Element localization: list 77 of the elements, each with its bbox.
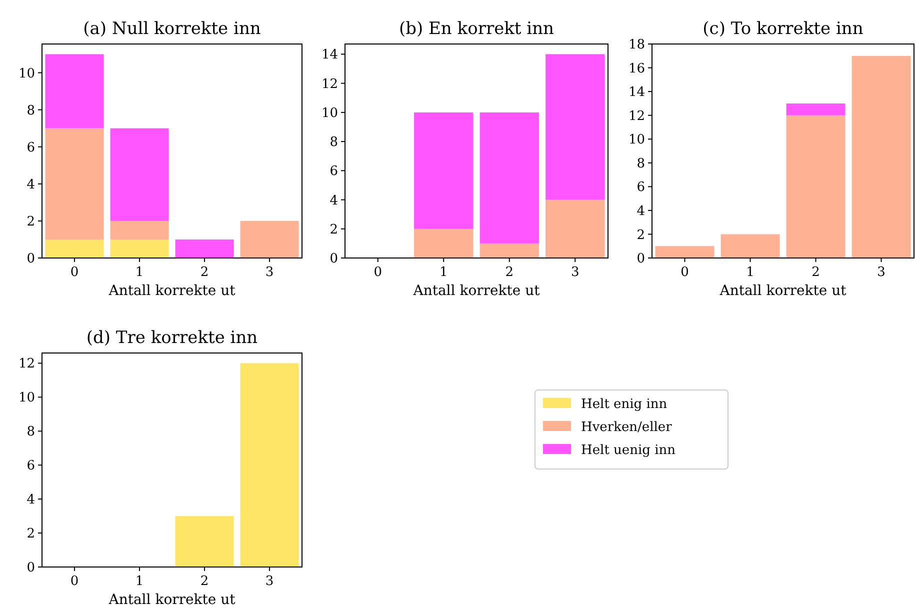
x-axis-title: Antall korrekte ut xyxy=(718,283,847,299)
y-tick-label: 10 xyxy=(321,106,338,121)
y-tick-label: 0 xyxy=(26,560,35,576)
x-tick-label: 3 xyxy=(877,265,886,280)
bar xyxy=(786,103,846,116)
x-tick-label: 3 xyxy=(570,265,580,280)
y-tick-label: 14 xyxy=(628,85,645,100)
bar xyxy=(414,112,474,229)
bar xyxy=(45,128,104,240)
bar xyxy=(110,239,169,258)
y-tick-label: 10 xyxy=(18,66,35,82)
y-tick-label: 6 xyxy=(636,180,645,196)
y-tick-label: 18 xyxy=(628,38,645,53)
y-tick-label: 16 xyxy=(628,61,645,76)
y-tick-label: 2 xyxy=(636,228,645,243)
bar xyxy=(45,239,104,258)
legend-label: Helt uenig inn xyxy=(581,443,676,458)
y-tick-label: 0 xyxy=(636,252,645,267)
y-tick-label: 4 xyxy=(636,204,645,219)
x-tick-label: 1 xyxy=(135,265,144,280)
y-tick-label: 4 xyxy=(26,177,35,192)
y-tick-label: 0 xyxy=(330,252,338,267)
x-tick-label: 2 xyxy=(505,265,514,280)
x-tick-label: 0 xyxy=(70,265,79,280)
chart-title: (c) To korrekte inn xyxy=(702,19,864,39)
x-tick-label: 1 xyxy=(439,265,448,280)
bar xyxy=(480,243,539,258)
y-tick-label: 2 xyxy=(26,214,35,230)
y-tick-label: 6 xyxy=(26,458,35,474)
bar xyxy=(110,128,169,221)
y-tick-label: 6 xyxy=(26,140,35,156)
y-tick-label: 4 xyxy=(26,492,35,508)
bar xyxy=(240,220,299,258)
y-tick-label: 2 xyxy=(26,526,35,542)
x-tick-label: 0 xyxy=(374,265,382,280)
x-tick-label: 3 xyxy=(265,574,274,589)
x-axis-title: Antall korrekte ut xyxy=(108,283,236,299)
y-tick-label: 10 xyxy=(18,390,35,406)
bar xyxy=(480,112,539,244)
y-tick-label: 8 xyxy=(636,156,645,172)
x-tick-label: 2 xyxy=(812,265,820,280)
y-tick-label: 10 xyxy=(628,132,645,148)
y-tick-label: 12 xyxy=(321,76,338,92)
y-tick-label: 0 xyxy=(26,252,35,267)
y-tick-label: 4 xyxy=(330,193,338,208)
bar xyxy=(852,56,911,258)
bar xyxy=(414,228,474,258)
y-tick-label: 6 xyxy=(330,164,338,180)
x-tick-label: 0 xyxy=(70,574,79,589)
bar xyxy=(546,200,605,258)
bar xyxy=(175,239,234,258)
bar xyxy=(655,246,714,258)
bar xyxy=(786,115,846,258)
x-tick-label: 0 xyxy=(680,265,689,280)
bar xyxy=(110,220,169,240)
legend-label: Hverken/eller xyxy=(581,420,673,435)
x-tick-label: 3 xyxy=(265,265,274,280)
x-axis-title: Antall korrekte ut xyxy=(108,592,236,608)
x-tick-label: 1 xyxy=(746,265,754,280)
bar xyxy=(546,54,605,200)
chart-title: (d) Tre korrekte inn xyxy=(86,328,258,348)
y-tick-label: 12 xyxy=(18,356,35,372)
x-axis-title: Antall korrekte ut xyxy=(412,283,540,299)
x-tick-label: 2 xyxy=(200,574,209,589)
y-tick-label: 8 xyxy=(330,135,338,150)
chart-title: (b) En korrekt inn xyxy=(398,19,554,39)
chart-title: (a) Null korrekte inn xyxy=(83,19,261,39)
y-tick-label: 14 xyxy=(321,48,338,63)
y-tick-label: 12 xyxy=(628,108,645,124)
y-tick-label: 8 xyxy=(26,424,35,440)
bar xyxy=(720,234,780,258)
x-tick-label: 1 xyxy=(135,574,144,589)
bar xyxy=(45,54,104,128)
legend-label: Helt enig inn xyxy=(581,397,668,412)
y-tick-label: 8 xyxy=(26,103,35,118)
y-tick-label: 2 xyxy=(330,222,338,238)
x-tick-label: 2 xyxy=(200,265,209,280)
